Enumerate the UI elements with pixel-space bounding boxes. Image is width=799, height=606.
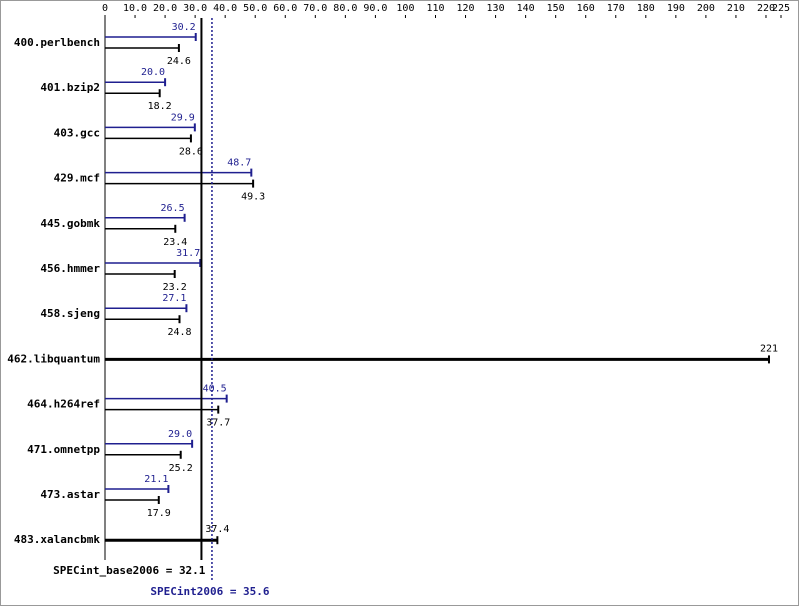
- reference-label: SPECint_base2006 = 32.1: [53, 564, 206, 577]
- category-label: 462.libquantum: [7, 352, 100, 365]
- value-label: 30.2: [172, 22, 196, 33]
- x-tick-label: 120: [457, 3, 475, 14]
- value-label: 221: [760, 343, 778, 354]
- category-label: 445.gobmk: [40, 217, 100, 230]
- category-label: 401.bzip2: [40, 81, 100, 94]
- x-tick-label: 90.0: [363, 3, 387, 14]
- value-label: 24.6: [167, 56, 191, 67]
- value-label: 27.1: [162, 293, 186, 304]
- value-label: 48.7: [227, 158, 251, 169]
- value-label: 29.0: [168, 429, 192, 440]
- bar: [105, 123, 196, 132]
- x-tick-label: 200: [697, 3, 715, 14]
- x-tick-label: 130: [487, 3, 505, 14]
- category-label: 429.mcf: [54, 172, 100, 185]
- x-tick-label: 150: [547, 3, 565, 14]
- value-label: 21.1: [144, 474, 168, 485]
- bar: [105, 536, 219, 545]
- bar: [105, 270, 176, 278]
- category-label: 403.gcc: [54, 126, 100, 139]
- x-tick-label: 50.0: [243, 3, 267, 14]
- category-label: 400.perlbench: [14, 36, 100, 49]
- x-tick-label: 225: [772, 3, 790, 14]
- bar: [105, 315, 181, 324]
- value-label: 18.2: [148, 101, 172, 112]
- category-label: 473.astar: [40, 488, 100, 501]
- bar: [105, 134, 192, 143]
- x-tick-label: 0: [102, 3, 108, 14]
- x-tick-label: 110: [426, 3, 444, 14]
- value-label: 20.0: [141, 67, 165, 78]
- value-label: 23.2: [163, 282, 187, 293]
- x-tick-label: 30.0: [183, 3, 207, 14]
- value-label: 49.3: [241, 192, 265, 203]
- bar: [105, 450, 182, 459]
- bar: [105, 44, 180, 52]
- x-tick-label: 170: [607, 3, 625, 14]
- x-tick-label: 160: [577, 3, 595, 14]
- x-tick-label: 70.0: [303, 3, 327, 14]
- value-label: 28.6: [179, 146, 203, 157]
- bar: [105, 394, 228, 403]
- value-label: 23.4: [163, 237, 187, 248]
- category-label: 464.h264ref: [27, 398, 100, 411]
- value-label: 40.5: [203, 384, 227, 395]
- x-tick-label: 210: [727, 3, 745, 14]
- x-tick-label: 140: [517, 3, 535, 14]
- category-label: 458.sjeng: [40, 307, 100, 320]
- reference-label: SPECint2006 = 35.6: [150, 585, 270, 598]
- bar: [105, 89, 161, 98]
- category-label: 456.hmmer: [40, 262, 100, 275]
- value-label: 26.5: [161, 203, 185, 214]
- value-label: 25.2: [169, 463, 193, 474]
- category-label: 483.xalancbmk: [14, 533, 100, 546]
- x-tick-label: 80.0: [333, 3, 357, 14]
- bar: [105, 355, 770, 364]
- bar: [105, 485, 170, 493]
- x-tick-label: 10.0: [123, 3, 147, 14]
- x-tick-label: 190: [667, 3, 685, 14]
- bar: [105, 259, 202, 267]
- x-tick-label: 60.0: [273, 3, 297, 14]
- bar: [105, 224, 177, 233]
- x-tick-label: 40.0: [213, 3, 237, 14]
- bar: [105, 33, 197, 41]
- x-tick-label: 180: [637, 3, 655, 14]
- x-tick-label: 20.0: [153, 3, 177, 14]
- value-label: 17.9: [147, 508, 171, 519]
- bar: [105, 405, 220, 414]
- bar: [105, 304, 188, 313]
- bar: [105, 496, 160, 504]
- bar: [105, 78, 167, 87]
- value-label: 37.7: [206, 418, 230, 429]
- value-label: 37.4: [205, 524, 229, 535]
- bar: [105, 213, 186, 222]
- value-label: 29.9: [171, 112, 195, 123]
- bar: [105, 168, 253, 177]
- x-tick-label: 220: [757, 3, 775, 14]
- bar: [105, 179, 255, 188]
- value-label: 24.8: [167, 327, 191, 338]
- x-tick-label: 100: [396, 3, 414, 14]
- value-label: 31.7: [176, 248, 200, 259]
- category-label: 471.omnetpp: [27, 443, 100, 456]
- bar: [105, 439, 194, 448]
